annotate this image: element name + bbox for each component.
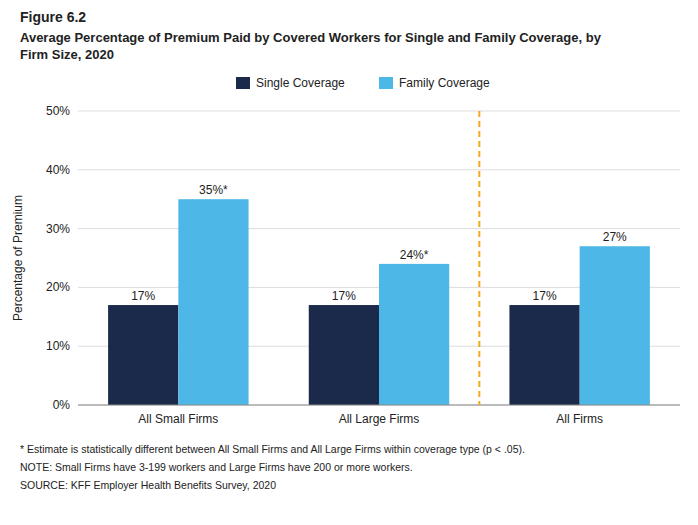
- data-label: 27%: [603, 230, 627, 244]
- bar: [379, 264, 449, 405]
- bar: [580, 246, 650, 405]
- data-label: 17%: [131, 289, 155, 303]
- y-tick-label: 30%: [46, 222, 70, 236]
- y-tick-label: 50%: [46, 104, 70, 118]
- bar: [178, 199, 248, 405]
- bar: [509, 305, 579, 405]
- bars: [108, 199, 650, 405]
- data-label: 24%*: [400, 248, 429, 262]
- subtitle-line: Average Percentage of Premium Paid by Co…: [20, 30, 602, 45]
- footnote: * Estimate is statistically different be…: [20, 443, 525, 455]
- grid-line: [78, 169, 680, 170]
- y-tick-label: 40%: [46, 163, 70, 177]
- divider: [478, 111, 480, 405]
- grid: [78, 111, 680, 405]
- y-tick-label: 20%: [46, 280, 70, 294]
- subtitle: Average Percentage of Premium Paid by Co…: [20, 30, 602, 62]
- legend-swatch: [379, 77, 393, 89]
- y-tick-label: 10%: [46, 339, 70, 353]
- x-tick-label: All Firms: [556, 412, 603, 426]
- title: Figure 6.2: [20, 9, 86, 25]
- data-label: 17%: [533, 289, 557, 303]
- chart: Figure 6.2 Average Percentage of Premium …: [0, 0, 698, 525]
- grid-line: [78, 228, 680, 229]
- y-axis-label: Percentage of Premium: [11, 195, 25, 321]
- data-label: 17%: [332, 289, 356, 303]
- footnote: SOURCE: KFF Employer Health Benefits Sur…: [20, 479, 276, 491]
- legend: Single Coverage Family Coverage: [236, 76, 490, 90]
- x-tick-label: All Small Firms: [138, 412, 218, 426]
- legend-label: Family Coverage: [399, 76, 490, 90]
- subtitle-line: Firm Size, 2020: [20, 47, 114, 62]
- bar: [108, 305, 178, 405]
- x-axis-line: [78, 405, 680, 406]
- legend-swatch: [236, 77, 250, 89]
- footnote: NOTE: Small Firms have 3-199 workers and…: [20, 461, 413, 473]
- x-tick-label: All Large Firms: [339, 412, 420, 426]
- y-tick-label: 0%: [53, 398, 71, 412]
- legend-label: Single Coverage: [256, 76, 345, 90]
- grid-line: [78, 111, 680, 112]
- bar: [309, 305, 379, 405]
- data-label: 35%*: [199, 183, 228, 197]
- grid-line: [78, 405, 680, 406]
